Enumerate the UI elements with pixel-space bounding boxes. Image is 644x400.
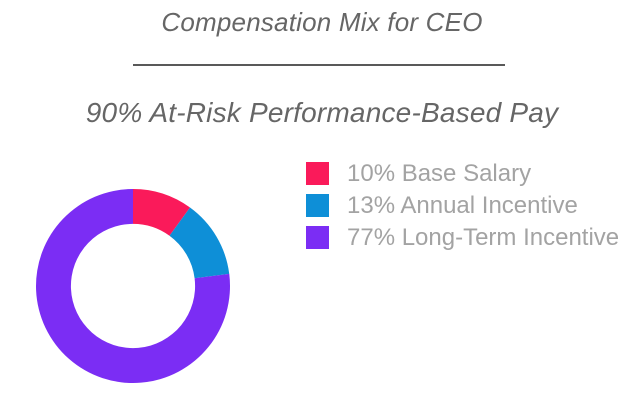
chart-title: Compensation Mix for CEO xyxy=(161,7,483,37)
legend-label: 77% Long-Term Incentive xyxy=(347,224,620,251)
donut-slice-annual-incentive xyxy=(169,207,230,279)
donut-chart xyxy=(36,189,231,383)
legend-label: 13% Annual Incentive xyxy=(347,192,578,219)
legend-item-base-salary: 10% Base Salary xyxy=(306,160,619,187)
legend-swatch-icon xyxy=(306,162,329,185)
legend: 10% Base Salary 13% Annual Incentive 77% L… xyxy=(306,160,620,251)
legend-swatch-icon xyxy=(306,194,329,217)
chart-subtitle: 90% At-Risk Performance-Based Pay xyxy=(85,97,559,128)
donut-slice-long-term-incentive xyxy=(36,189,231,383)
legend-label: 10% Base Salary xyxy=(347,160,532,187)
donut-slice-base-salary xyxy=(133,189,191,236)
title-divider xyxy=(133,64,505,66)
legend-item-annual-incentive: 13% Annual Incentive xyxy=(306,192,619,219)
legend-item-long-term-incentive: 77% Long-Term Incentive xyxy=(306,224,620,251)
legend-swatch-icon xyxy=(306,226,329,249)
